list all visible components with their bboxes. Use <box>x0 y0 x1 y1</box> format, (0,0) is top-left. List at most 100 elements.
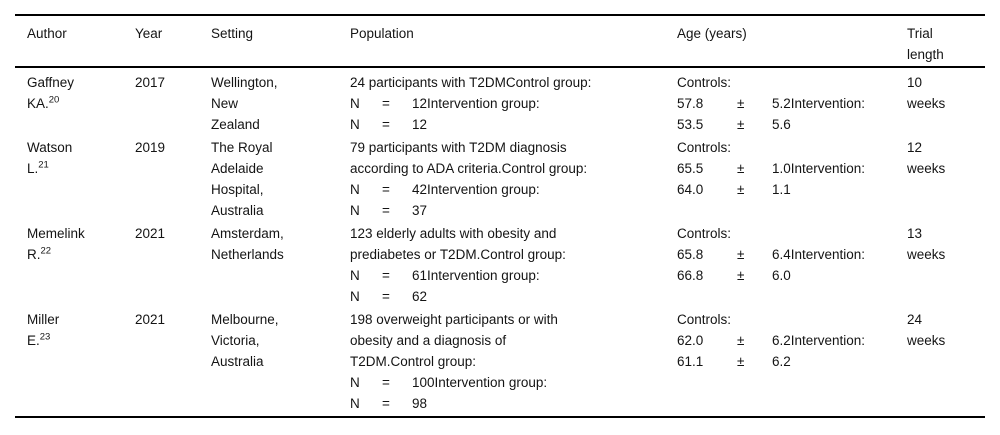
col-header-setting: Setting <box>211 15 350 68</box>
group-n-line: N = 37 <box>350 200 677 221</box>
plus-minus-sign: ± <box>737 354 745 369</box>
n-label: N <box>350 117 360 132</box>
trial-length-unit: weeks <box>907 333 946 348</box>
year-value: 2019 <box>135 140 166 155</box>
group-n-line: N = 62 <box>350 286 677 307</box>
table-row-miller: Miller E.23 2021 Melbourne, Victoria, Au… <box>15 309 985 417</box>
equals-sign: = <box>382 203 390 218</box>
table-row-watson: Watson L.21 2019 The Royal Adelaide Hosp… <box>15 137 985 223</box>
equals-sign: = <box>382 117 390 132</box>
trial-length-value: 24 <box>907 312 923 327</box>
reference-superscript: 22 <box>40 245 52 257</box>
n-label: N <box>350 289 360 304</box>
equals-sign: = <box>382 182 390 197</box>
age-mean-value: 53.5 <box>677 117 704 132</box>
plus-minus-sign: ± <box>737 182 745 197</box>
population-description: T2DM.Control group: <box>350 354 477 369</box>
trial-length-value: 13 <box>907 226 923 241</box>
group-n-value: 12Intervention group: <box>412 96 540 111</box>
group-n-value: 42Intervention group: <box>412 182 540 197</box>
setting-line: Australia <box>211 203 264 218</box>
age-controls-label: Controls: <box>677 312 732 327</box>
population-cell: 24 participants with T2DMControl group: … <box>350 67 677 137</box>
group-n-line: N = 42Intervention group: <box>350 179 677 200</box>
population-cell: 79 participants with T2DM diagnosis acco… <box>350 137 677 223</box>
group-n-value: 37 <box>412 203 428 218</box>
group-n-value: 62 <box>412 289 428 304</box>
age-sd-value: 6.2 <box>772 354 791 369</box>
setting-line: Amsterdam, <box>211 226 284 241</box>
equals-sign: = <box>382 96 390 111</box>
author-name-line: KA.20 <box>27 93 135 114</box>
setting-line: Hospital, <box>211 182 264 197</box>
population-description: obesity and a diagnosis of <box>350 333 507 348</box>
year-cell: 2017 <box>135 67 211 137</box>
age-cell: Controls: 65.5 ±1.0Intervention: 64.0 ±1.1 <box>677 137 907 223</box>
author-initials: R. <box>27 247 41 262</box>
population-description: 198 overweight participants or with <box>350 312 558 327</box>
equals-sign: = <box>382 375 390 390</box>
trial-length-cell: 24 weeks <box>907 309 985 417</box>
setting-cell: Amsterdam, Netherlands <box>211 223 350 309</box>
equals-sign: = <box>382 289 390 304</box>
population-description: 123 elderly adults with obesity and <box>350 226 557 241</box>
n-label: N <box>350 203 360 218</box>
trial-length-value: 12 <box>907 140 923 155</box>
n-label: N <box>350 268 360 283</box>
study-characteristics-table: Author Year Setting Population Age (year… <box>15 14 985 418</box>
n-label: N <box>350 182 360 197</box>
year-cell: 2019 <box>135 137 211 223</box>
group-n-line: N = 12 <box>350 114 677 135</box>
plus-minus-sign: ± <box>737 333 745 348</box>
age-value-line: 62.0 ±6.2Intervention: <box>677 330 907 351</box>
n-label: N <box>350 96 360 111</box>
n-label: N <box>350 396 360 411</box>
author-name-line: L.21 <box>27 158 135 179</box>
setting-line: Melbourne, <box>211 312 279 327</box>
age-value-line: 65.5 ±1.0Intervention: <box>677 158 907 179</box>
header-row: Author Year Setting Population Age (year… <box>15 15 985 68</box>
author-name-line: Memelink <box>27 226 85 241</box>
table-row-memelink: Memelink R.22 2021 Amsterdam, Netherland… <box>15 223 985 309</box>
trial-length-unit: weeks <box>907 161 946 176</box>
setting-cell: Melbourne, Victoria, Australia <box>211 309 350 417</box>
author-cell: Memelink R.22 <box>15 223 135 309</box>
setting-line: Australia <box>211 354 264 369</box>
plus-minus-sign: ± <box>737 117 745 132</box>
population-description: prediabetes or T2DM.Control group: <box>350 247 566 262</box>
table-row-gaffney: Gaffney KA.20 2017 Wellington, New Zeala… <box>15 67 985 137</box>
age-mean-value: 62.0 <box>677 333 704 348</box>
group-n-line: N = 98 <box>350 393 677 414</box>
setting-cell: Wellington, New Zealand <box>211 67 350 137</box>
author-initials: E. <box>27 333 40 348</box>
group-n-value: 100Intervention group: <box>412 375 548 390</box>
author-name-line: E.23 <box>27 330 135 351</box>
trial-length-cell: 10 weeks <box>907 67 985 137</box>
group-n-line: N = 100Intervention group: <box>350 372 677 393</box>
trial-length-value: 10 <box>907 75 923 90</box>
age-sd-value: 1.0Intervention: <box>772 161 866 176</box>
age-sd-value: 1.1 <box>772 182 791 197</box>
age-cell: Controls: 62.0 ±6.2Intervention: 61.1 ±6.2 <box>677 309 907 417</box>
population-cell: 123 elderly adults with obesity and pred… <box>350 223 677 309</box>
group-n-value: 98 <box>412 396 428 411</box>
age-sd-value: 5.2Intervention: <box>772 96 866 111</box>
col-header-year: Year <box>135 15 211 68</box>
setting-line: Netherlands <box>211 247 284 262</box>
equals-sign: = <box>382 396 390 411</box>
reference-superscript: 21 <box>38 159 49 171</box>
year-cell: 2021 <box>135 309 211 417</box>
col-header-trial-length: Trial length <box>907 15 985 68</box>
equals-sign: = <box>382 268 390 283</box>
age-cell: Controls: 57.8 ±5.2Intervention: 53.5 ±5.6 <box>677 67 907 137</box>
year-value: 2017 <box>135 75 166 90</box>
age-value-line: 64.0 ±1.1 <box>677 179 907 200</box>
year-cell: 2021 <box>135 223 211 309</box>
age-mean-value: 64.0 <box>677 182 704 197</box>
age-cell: Controls: 65.8 ±6.4Intervention: 66.8 ±6.0 <box>677 223 907 309</box>
age-sd-value: 6.4Intervention: <box>772 247 866 262</box>
author-name-line: Gaffney <box>27 75 75 90</box>
group-n-line: N = 12Intervention group: <box>350 93 677 114</box>
author-name-line: R.22 <box>27 244 135 265</box>
